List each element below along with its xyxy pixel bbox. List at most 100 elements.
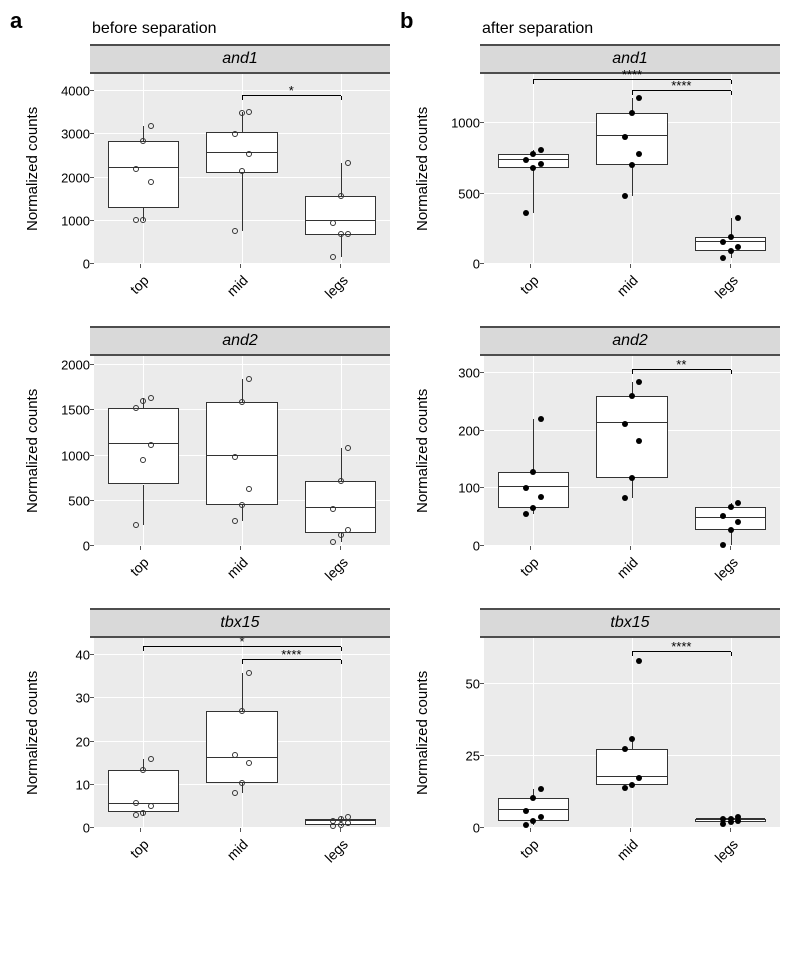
x-axis: topmidlegs bbox=[480, 546, 780, 594]
data-point bbox=[330, 220, 336, 226]
median-line bbox=[597, 776, 666, 777]
ytick-label: 0 bbox=[83, 821, 90, 836]
data-point bbox=[345, 814, 351, 820]
panel-letter: b bbox=[400, 8, 413, 34]
xtick-mark bbox=[730, 828, 731, 832]
data-point bbox=[232, 228, 238, 234]
ytick-label: 2000 bbox=[61, 358, 90, 373]
data-point bbox=[530, 165, 536, 171]
ytick-label: 50 bbox=[466, 677, 480, 692]
significance-label: **** bbox=[671, 643, 691, 651]
data-point bbox=[330, 818, 336, 824]
data-point bbox=[636, 438, 642, 444]
data-point bbox=[629, 736, 635, 742]
median-line bbox=[597, 422, 666, 423]
data-point bbox=[338, 478, 344, 484]
x-axis: topmidlegs bbox=[90, 828, 390, 876]
xtick-mark bbox=[630, 546, 631, 550]
data-point bbox=[636, 775, 642, 781]
data-point bbox=[330, 254, 336, 260]
xtick-mark bbox=[140, 546, 141, 550]
panel: and2Normalized counts0100200300**topmidl… bbox=[410, 326, 780, 594]
xtick-label: legs bbox=[712, 836, 741, 865]
data-point bbox=[133, 217, 139, 223]
plot-area: ** bbox=[484, 356, 780, 546]
median-line bbox=[597, 135, 666, 136]
column-b: bafter separationand1Normalized counts05… bbox=[400, 20, 790, 890]
data-point bbox=[538, 786, 544, 792]
ytick-label: 40 bbox=[76, 648, 90, 663]
whisker bbox=[242, 673, 243, 712]
ytick-label: 0 bbox=[83, 539, 90, 554]
xtick-mark bbox=[530, 264, 531, 268]
ytick-label: 3000 bbox=[61, 127, 90, 142]
xtick-mark bbox=[630, 828, 631, 832]
xtick-label: top bbox=[126, 836, 151, 861]
box bbox=[206, 402, 277, 505]
xtick-mark bbox=[340, 546, 341, 550]
plot-wrap: Normalized counts05001000******** bbox=[410, 74, 780, 264]
data-point bbox=[720, 816, 726, 822]
significance-label: * bbox=[239, 638, 244, 646]
data-point bbox=[735, 244, 741, 250]
xtick-mark bbox=[140, 264, 141, 268]
data-point bbox=[622, 495, 628, 501]
data-point bbox=[629, 475, 635, 481]
median-line bbox=[207, 757, 276, 758]
median-line bbox=[207, 152, 276, 153]
median-line bbox=[306, 220, 375, 221]
plot-wrap: Normalized counts01000200030004000* bbox=[20, 74, 390, 264]
ytick-label: 500 bbox=[68, 493, 90, 508]
xtick-label: mid bbox=[224, 836, 251, 863]
data-point bbox=[728, 816, 734, 822]
gridline-v bbox=[341, 638, 342, 828]
xtick-label: mid bbox=[614, 554, 641, 581]
significance-tick bbox=[731, 91, 732, 95]
xtick-label: legs bbox=[712, 554, 741, 583]
facet-strip: and2 bbox=[90, 326, 390, 356]
data-point bbox=[239, 502, 245, 508]
data-point bbox=[636, 658, 642, 664]
median-line bbox=[207, 455, 276, 456]
ytick-label: 4000 bbox=[61, 84, 90, 99]
ytick-label: 500 bbox=[458, 186, 480, 201]
data-point bbox=[530, 151, 536, 157]
ytick-label: 0 bbox=[473, 821, 480, 836]
box bbox=[596, 113, 667, 165]
data-point bbox=[345, 160, 351, 166]
plot-area: ***** bbox=[94, 638, 390, 828]
data-point bbox=[148, 123, 154, 129]
data-point bbox=[239, 168, 245, 174]
data-point bbox=[345, 820, 351, 826]
data-point bbox=[345, 231, 351, 237]
facet-strip: tbx15 bbox=[480, 608, 780, 638]
data-point bbox=[239, 708, 245, 714]
data-point bbox=[246, 670, 252, 676]
y-axis-label: Normalized counts bbox=[20, 74, 44, 264]
data-point bbox=[735, 814, 741, 820]
x-axis: topmidlegs bbox=[480, 828, 780, 876]
significance-tick bbox=[341, 96, 342, 100]
data-point bbox=[239, 110, 245, 116]
median-line bbox=[499, 809, 568, 810]
significance-tick bbox=[533, 80, 534, 84]
data-point bbox=[133, 405, 139, 411]
figure-root: abefore separationand1Normalized counts0… bbox=[0, 0, 800, 900]
whisker bbox=[341, 235, 342, 257]
box bbox=[596, 749, 667, 785]
facet-strip: and1 bbox=[90, 44, 390, 74]
data-point bbox=[523, 808, 529, 814]
data-point bbox=[629, 110, 635, 116]
data-point bbox=[538, 147, 544, 153]
box bbox=[596, 396, 667, 478]
ytick-label: 0 bbox=[473, 257, 480, 272]
panel: tbx15Normalized counts010203040*****topm… bbox=[20, 608, 390, 876]
data-point bbox=[345, 445, 351, 451]
xtick-mark bbox=[240, 546, 241, 550]
box bbox=[108, 770, 179, 812]
box bbox=[108, 408, 179, 485]
xtick-label: mid bbox=[614, 836, 641, 863]
box bbox=[206, 711, 277, 782]
data-point bbox=[239, 780, 245, 786]
data-point bbox=[232, 518, 238, 524]
